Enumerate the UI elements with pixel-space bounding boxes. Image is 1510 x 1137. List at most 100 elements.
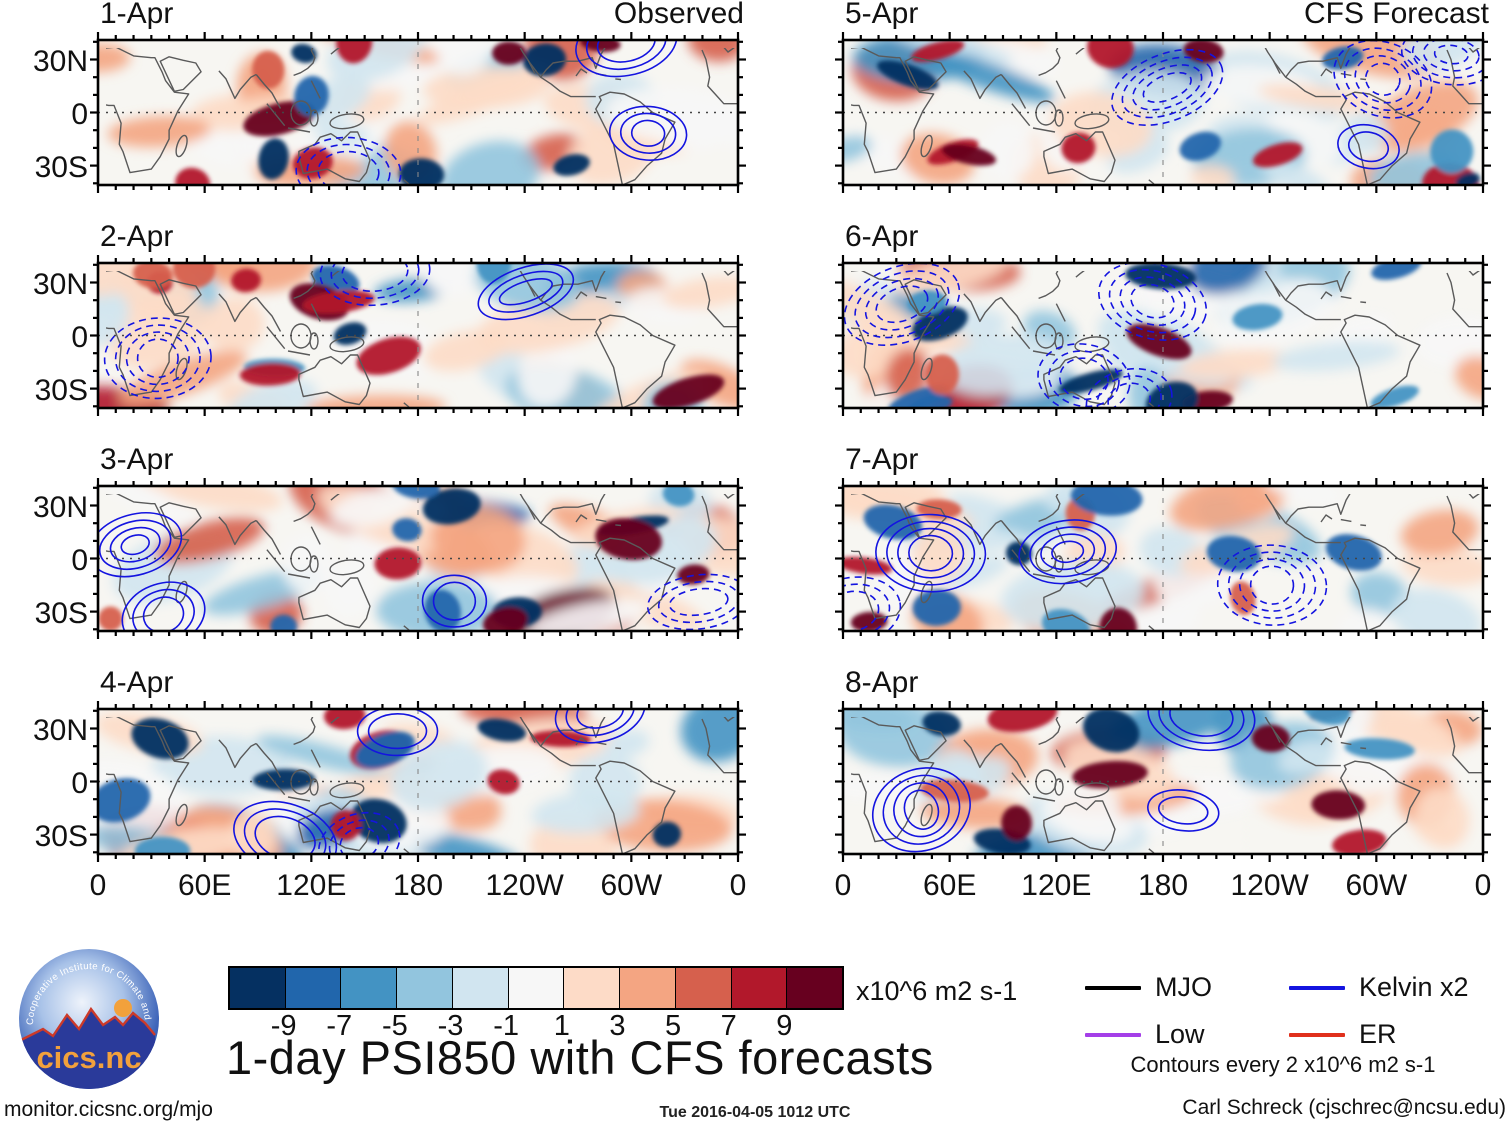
- colorbar-units-label: x10^6 m2 s-1: [856, 976, 1018, 1006]
- colorbar-tick-label: -5: [382, 1010, 408, 1042]
- wave-contours: [1111, 40, 1483, 170]
- map-panel-1: [90, 32, 746, 193]
- lon-tick-label: 120E: [276, 869, 347, 902]
- lat-tick-label: 30S: [34, 374, 88, 407]
- panel-date-label: 2-Apr: [100, 220, 174, 253]
- logo-ridge-line: [19, 1006, 156, 1043]
- colorbar-cell: [564, 968, 621, 1008]
- lon-tick-label: 120W: [1230, 869, 1309, 902]
- map-panel-6: [835, 255, 1491, 416]
- logo-sun: [114, 999, 132, 1017]
- panel-border: [96, 484, 740, 633]
- panel-border: [96, 38, 740, 187]
- panel-date-label: 1-Apr: [100, 0, 174, 30]
- panel-border: [96, 261, 740, 410]
- colorbar-tick-label: -7: [326, 1010, 353, 1042]
- map-panel-8: [835, 701, 1491, 862]
- wave-contours: [843, 263, 1208, 408]
- panel-border: [841, 261, 1485, 410]
- panel-2-Apr: 2-Apr: [90, 221, 746, 431]
- legend: MJO Kelvin x2 Low ER: [1085, 972, 1485, 1050]
- wave-contours: [233, 709, 646, 854]
- map-panel-5: [835, 32, 1491, 193]
- lon-tick-label: 180: [392, 869, 444, 902]
- panel-date-label: 4-Apr: [100, 666, 174, 699]
- logo-mountains: [19, 1009, 155, 1089]
- colorbar-cell: [787, 968, 843, 1008]
- lon-tick-label: 60W: [600, 869, 663, 902]
- lon-tick-label: 120W: [485, 869, 564, 902]
- colorbar: [228, 966, 844, 1010]
- credit: Carl Schreck (cjschrec@ncsu.edu): [1182, 1096, 1506, 1119]
- wave-contours: [103, 263, 575, 400]
- lat-tick-label: 0: [71, 321, 88, 354]
- legend-label: Kelvin x2: [1359, 972, 1469, 1002]
- panel-6-Apr: 6-Apr: [835, 221, 1491, 431]
- colorbar-tick-label: 1: [553, 1010, 570, 1042]
- timestamp: Tue 2016-04-05 1012 UTC: [659, 1104, 851, 1121]
- colorbar-cell: [675, 968, 732, 1008]
- map-panel-2: [90, 255, 746, 416]
- colorbar-tick-label: 3: [609, 1010, 626, 1042]
- colorbar-tick-label: 5: [665, 1010, 682, 1042]
- map-panel-3: [90, 478, 746, 639]
- lon-tick-label: 60E: [177, 869, 232, 902]
- lat-tick-label: 30S: [34, 597, 88, 630]
- legend-entry-er: ER: [1289, 1019, 1485, 1050]
- wave-contours: [871, 709, 1256, 853]
- lon-tick-label: 180: [1137, 869, 1189, 902]
- legend-line-swatch: [1085, 985, 1141, 990]
- lon-tick-label: 0: [834, 869, 852, 902]
- panel-7-Apr: 7-Apr: [835, 444, 1491, 654]
- lon-tick-label: 120E: [1021, 869, 1092, 902]
- colorbar-tick-label: -1: [493, 1010, 520, 1042]
- colorbar-cell: [731, 968, 788, 1008]
- cicsnc-logo: cics.nc Cooperative Institute for Climat…: [16, 946, 159, 1089]
- panel-border: [841, 484, 1485, 633]
- legend-label: ER: [1359, 1019, 1397, 1049]
- lat-tick-label: 30S: [34, 151, 88, 184]
- legend-entry-kelvin-x2: Kelvin x2: [1289, 972, 1485, 1003]
- panel-date-label: 5-Apr: [845, 0, 919, 30]
- legend-contour-note: Contours every 2 x10^6 m2 s-1: [1130, 1052, 1436, 1077]
- legend-line-swatch: [1289, 1032, 1345, 1037]
- panel-date-label: 8-Apr: [845, 666, 919, 699]
- panel-1-Apr: 1-Apr Observed: [90, 0, 746, 208]
- colorbar-tick-label: -3: [437, 1010, 464, 1042]
- lat-tick-label: 0: [71, 767, 88, 800]
- map-panel-4: [90, 701, 746, 862]
- colorbar-cell: [285, 968, 342, 1008]
- lat-tick-label: 30N: [32, 45, 88, 78]
- panel-date-label: 7-Apr: [845, 443, 919, 476]
- colorbar-cell: [397, 968, 453, 1008]
- lon-tick-label: 60W: [1345, 869, 1408, 902]
- panel-border: [96, 707, 740, 856]
- lon-tick-label: 60E: [922, 869, 977, 902]
- lat-tick-label: 30S: [34, 820, 88, 853]
- lat-tick-label: 0: [71, 98, 88, 131]
- lon-tick-label: 0: [89, 869, 107, 902]
- legend-label: Low: [1155, 1019, 1205, 1049]
- colorbar-cell: [230, 968, 286, 1008]
- legend-label: MJO: [1155, 972, 1212, 1002]
- panel-4-Apr: 4-Apr: [90, 667, 746, 877]
- lat-tick-label: 30N: [32, 714, 88, 747]
- wave-contours: [295, 40, 688, 185]
- panel-date-label: 3-Apr: [100, 443, 174, 476]
- colorbar-cell: [452, 968, 509, 1008]
- lat-tick-label: 30N: [32, 268, 88, 301]
- legend-line-swatch: [1289, 985, 1345, 990]
- panel-heading-label: Observed: [613, 0, 744, 30]
- lat-tick-label: 30N: [32, 491, 88, 524]
- figure-title: 1-day PSI850 with CFS forecasts: [226, 1031, 934, 1084]
- colorbar-tick-label: 7: [720, 1010, 737, 1042]
- panel-date-label: 6-Apr: [845, 220, 919, 253]
- lon-tick-label: 0: [729, 869, 747, 902]
- logo-brand: cics.nc: [36, 1040, 141, 1075]
- panel-border: [841, 707, 1485, 856]
- panel-8-Apr: 8-Apr: [835, 667, 1491, 877]
- lon-tick-label: 0: [1474, 869, 1492, 902]
- map-panel-7: [835, 478, 1491, 639]
- legend-entry-low: Low: [1085, 1019, 1281, 1050]
